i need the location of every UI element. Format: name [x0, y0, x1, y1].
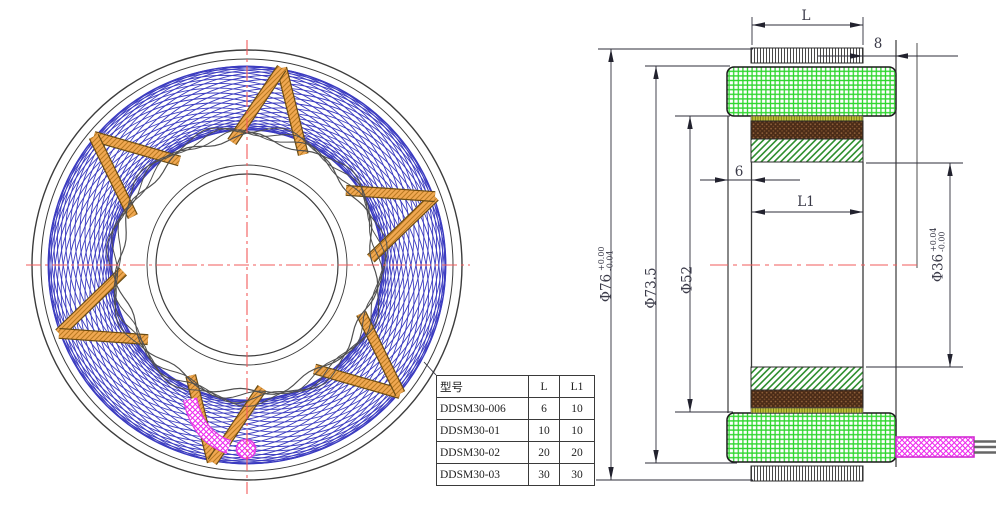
dim-label-dia36: Φ36 +0.04 -0.00 [929, 227, 947, 282]
table-row: DDSM30-02 20 20 [436, 441, 595, 464]
dimension-arrowhead [752, 177, 765, 183]
dimension-arrowhead [653, 450, 659, 463]
dimension-lines [423, 17, 963, 481]
spec-table: 型号 L L1 DDSM30-006 6 10 DDSM30-01 10 10 DDSM30-0… [436, 375, 595, 486]
table-cell: DDSM30-03 [436, 463, 529, 486]
dimension-arrowhead [653, 66, 659, 79]
table-cell: 10 [559, 397, 595, 420]
table-header-cell: 型号 [436, 375, 529, 398]
table-cell: DDSM30-006 [436, 397, 529, 420]
table-cell: 30 [559, 463, 595, 486]
table-row: DDSM30-006 6 10 [436, 397, 595, 420]
winding-block-bottom [726, 412, 897, 463]
table-row: DDSM30-03 30 30 [436, 463, 595, 486]
svg-text:Φ36: Φ36 [931, 254, 947, 282]
table-header-cell: L [528, 375, 560, 398]
table-header-cell: L1 [559, 375, 595, 398]
yoke-strip-top [750, 115, 864, 122]
svg-text:Φ52: Φ52 [680, 266, 696, 294]
dimension-arrowhead [752, 22, 765, 28]
dimension-arrowhead [687, 399, 693, 412]
dimension-arrowhead [608, 467, 614, 480]
table-cell: 6 [528, 397, 560, 420]
sleeve-strip-bottom [750, 366, 864, 391]
table-row: DDSM30-01 10 10 [436, 419, 595, 442]
dimension-arrowhead [850, 22, 863, 28]
dim-label-L1: L1 [797, 194, 815, 210]
svg-text:+0.04: +0.04 [929, 227, 938, 252]
stator-stack-top [750, 47, 864, 64]
stator-stack-bottom [750, 465, 864, 482]
dimension-arrowhead [947, 354, 953, 367]
table-cell: DDSM30-02 [436, 441, 529, 464]
svg-text:+0.00: +0.00 [597, 246, 606, 271]
spec-table-header-row: 型号 L L1 [436, 375, 595, 398]
dim-label-6: 6 [735, 164, 744, 180]
yoke-strip-bottom [750, 407, 864, 414]
table-cell: 10 [528, 419, 560, 442]
lead-wire-end [235, 438, 257, 460]
output-cable [895, 436, 975, 458]
dim-label-dia76: Φ76 +0.00 -0.04 [597, 246, 615, 302]
svg-text:-0.00: -0.00 [938, 231, 947, 252]
magnet-strip-top [750, 120, 864, 140]
dimension-arrowhead [895, 53, 908, 59]
svg-text:Φ73.5: Φ73.5 [644, 267, 660, 308]
cross-section-view: L 8 6 L1 Φ76 +0.00 -0.04 Φ73.5 Φ52 Φ36 +… [423, 8, 996, 482]
sleeve-strip-top [750, 138, 864, 163]
table-cell: DDSM30-01 [436, 419, 529, 442]
table-cell: 10 [559, 419, 595, 442]
svg-text:-0.04: -0.04 [606, 250, 615, 271]
winding-block-top [726, 66, 897, 117]
dimension-arrowhead [850, 53, 863, 59]
dim-label-L: L [802, 8, 811, 24]
dim-label-dia52: Φ52 [680, 266, 696, 294]
dimension-arrowhead [687, 116, 693, 129]
dimension-arrowhead [715, 177, 728, 183]
dimension-arrowhead [608, 49, 614, 62]
table-cell: 20 [559, 441, 595, 464]
dim-label-8: 8 [874, 36, 883, 52]
magnet-strip-bottom [750, 389, 864, 409]
table-cell: 20 [528, 441, 560, 464]
table-cell: 30 [528, 463, 560, 486]
front-view [26, 40, 470, 494]
dim-label-dia73-5: Φ73.5 [644, 267, 660, 308]
svg-text:Φ76: Φ76 [599, 274, 615, 302]
dimension-arrowhead [850, 209, 863, 215]
lead-wire [184, 397, 232, 453]
dimension-arrowhead [947, 163, 953, 176]
dimension-arrowhead [752, 209, 765, 215]
dimension-arrows [608, 22, 953, 480]
